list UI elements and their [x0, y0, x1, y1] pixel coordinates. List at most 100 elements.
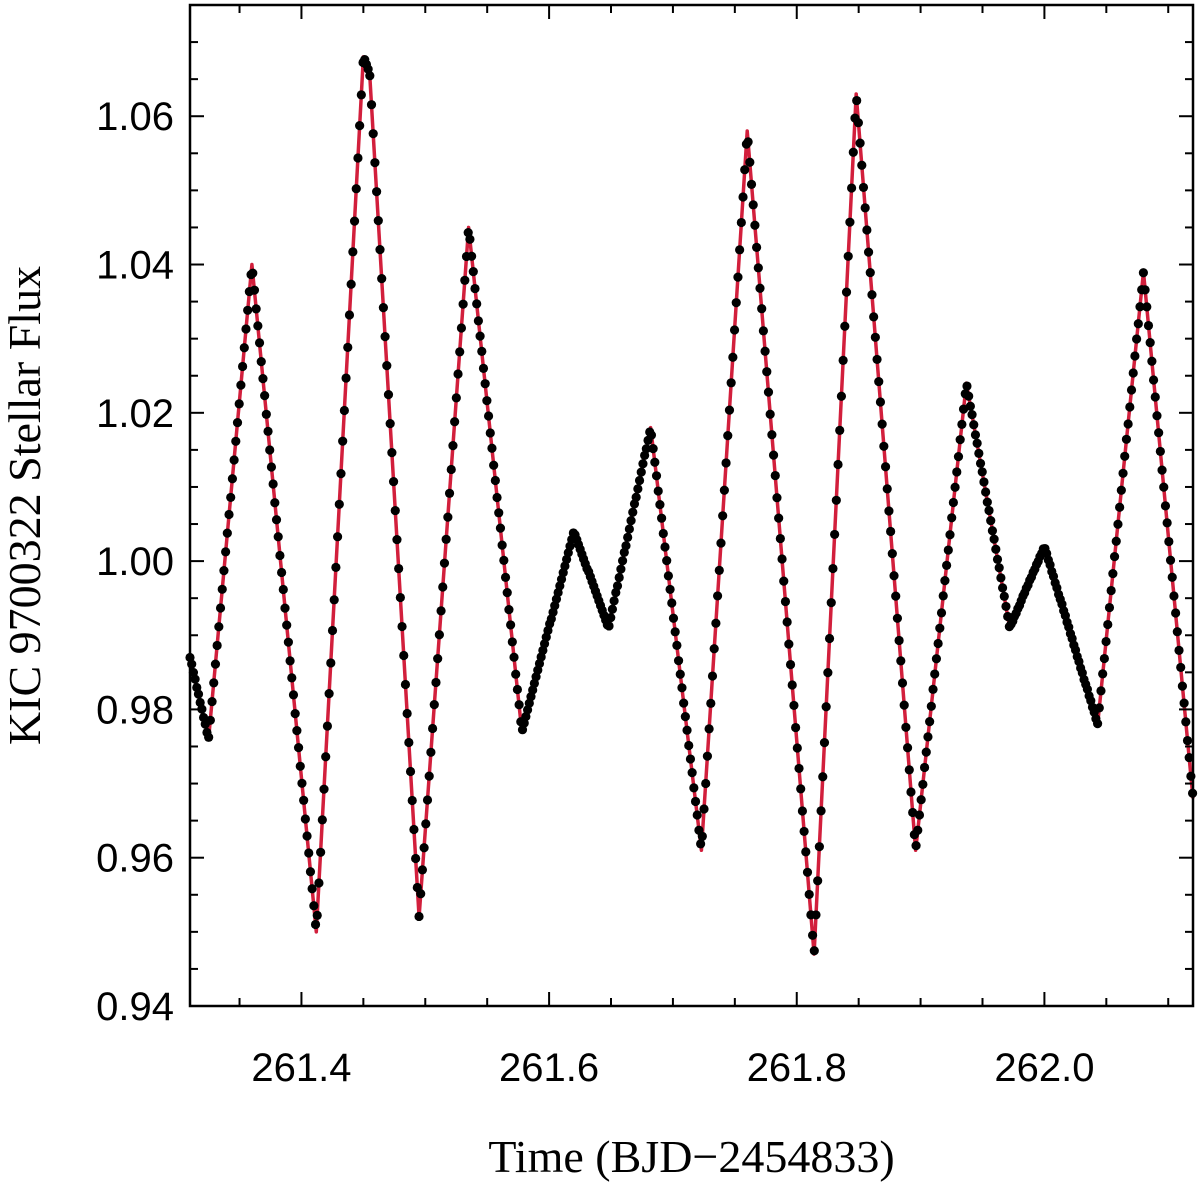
y-axis-title: KIC 9700322 Stellar Flux [0, 266, 50, 745]
observation-point [668, 613, 679, 623]
observation-point [770, 470, 780, 481]
observation-point [718, 511, 728, 521]
observation-point [370, 158, 380, 168]
observation-point [414, 911, 424, 922]
observation-point [638, 459, 648, 469]
observation-point [967, 410, 977, 420]
observation-point [641, 444, 651, 454]
observation-point [819, 737, 830, 748]
observation-point [287, 673, 297, 683]
observation-point [455, 347, 465, 357]
observation-point [483, 411, 494, 421]
observation-point [372, 187, 382, 197]
observation-point [307, 884, 317, 894]
observation-point [807, 930, 818, 940]
observation-point [251, 304, 261, 314]
observation-point [1138, 268, 1148, 278]
observation-point [840, 321, 850, 331]
observation-point [767, 430, 777, 440]
observation-point [925, 716, 935, 727]
observation-point [448, 441, 458, 451]
observation-point [802, 867, 813, 877]
observation-point [1167, 572, 1177, 582]
observation-point [902, 743, 913, 753]
observation-point [740, 165, 750, 175]
observation-point [404, 737, 414, 748]
observation-point [992, 554, 1003, 564]
observation-point [624, 524, 634, 534]
x-axis-title: Time (BJD−2454833) [488, 1131, 894, 1182]
observation-point [799, 826, 809, 837]
observation-point [263, 426, 273, 436]
observation-point [382, 361, 392, 371]
observation-point [1108, 568, 1118, 579]
observation-point [1147, 356, 1157, 366]
observation-point [1155, 446, 1165, 457]
observation-point [824, 633, 835, 644]
observation-point [772, 493, 782, 503]
observation-point [758, 326, 768, 336]
observation-point [828, 563, 838, 574]
observation-point [991, 544, 1001, 554]
observation-point [706, 698, 716, 708]
observation-point [836, 391, 847, 401]
observation-point [633, 484, 643, 494]
observation-point [809, 946, 819, 956]
observation-point [277, 567, 287, 578]
observation-point [212, 640, 222, 651]
observation-point [280, 603, 290, 613]
observation-point [1154, 428, 1164, 438]
observation-point [317, 815, 327, 825]
observation-point [348, 247, 358, 257]
observation-point [981, 487, 991, 497]
observation-point [872, 354, 882, 365]
observation-point [945, 530, 955, 540]
observation-point [366, 100, 377, 110]
observation-point [229, 455, 239, 465]
observation-point [724, 405, 735, 415]
observation-point [875, 397, 886, 407]
observation-point [651, 471, 662, 481]
observation-point [256, 357, 266, 367]
observation-point [451, 393, 461, 403]
observation-point [411, 853, 421, 864]
observation-point [896, 656, 906, 666]
observation-point [784, 639, 794, 649]
observation-point [712, 591, 723, 601]
observation-point [774, 513, 784, 523]
observation-point [1120, 451, 1130, 461]
observation-point [684, 740, 694, 751]
observation-point [1111, 536, 1121, 546]
observation-point [497, 540, 507, 550]
observation-point [714, 565, 724, 575]
y-tick-label: 1.00 [96, 540, 174, 584]
observation-point [207, 696, 217, 707]
observation-point [324, 689, 334, 699]
observation-point [763, 387, 774, 397]
observation-point [655, 500, 665, 510]
observation-point [387, 447, 397, 458]
observation-point [399, 650, 409, 661]
observation-point [417, 865, 428, 875]
observation-point [489, 460, 499, 470]
observation-point [1126, 385, 1137, 395]
observation-point [494, 508, 504, 518]
y-tick-label: 1.02 [96, 392, 174, 436]
observation-point [327, 625, 338, 636]
observation-point [485, 428, 495, 438]
observation-point [755, 283, 765, 293]
observation-point [321, 752, 331, 762]
observation-point [492, 492, 502, 503]
observation-point [1179, 698, 1189, 708]
observation-point [974, 448, 984, 458]
observation-point [258, 374, 268, 384]
observation-point [736, 217, 746, 228]
observation-point [439, 558, 450, 568]
observation-point [314, 878, 324, 888]
observation-point [1148, 375, 1159, 385]
observation-point [1176, 662, 1186, 673]
observation-point [947, 513, 957, 523]
observation-point [970, 430, 981, 440]
observation-point [353, 153, 363, 163]
observation-point [707, 671, 718, 681]
